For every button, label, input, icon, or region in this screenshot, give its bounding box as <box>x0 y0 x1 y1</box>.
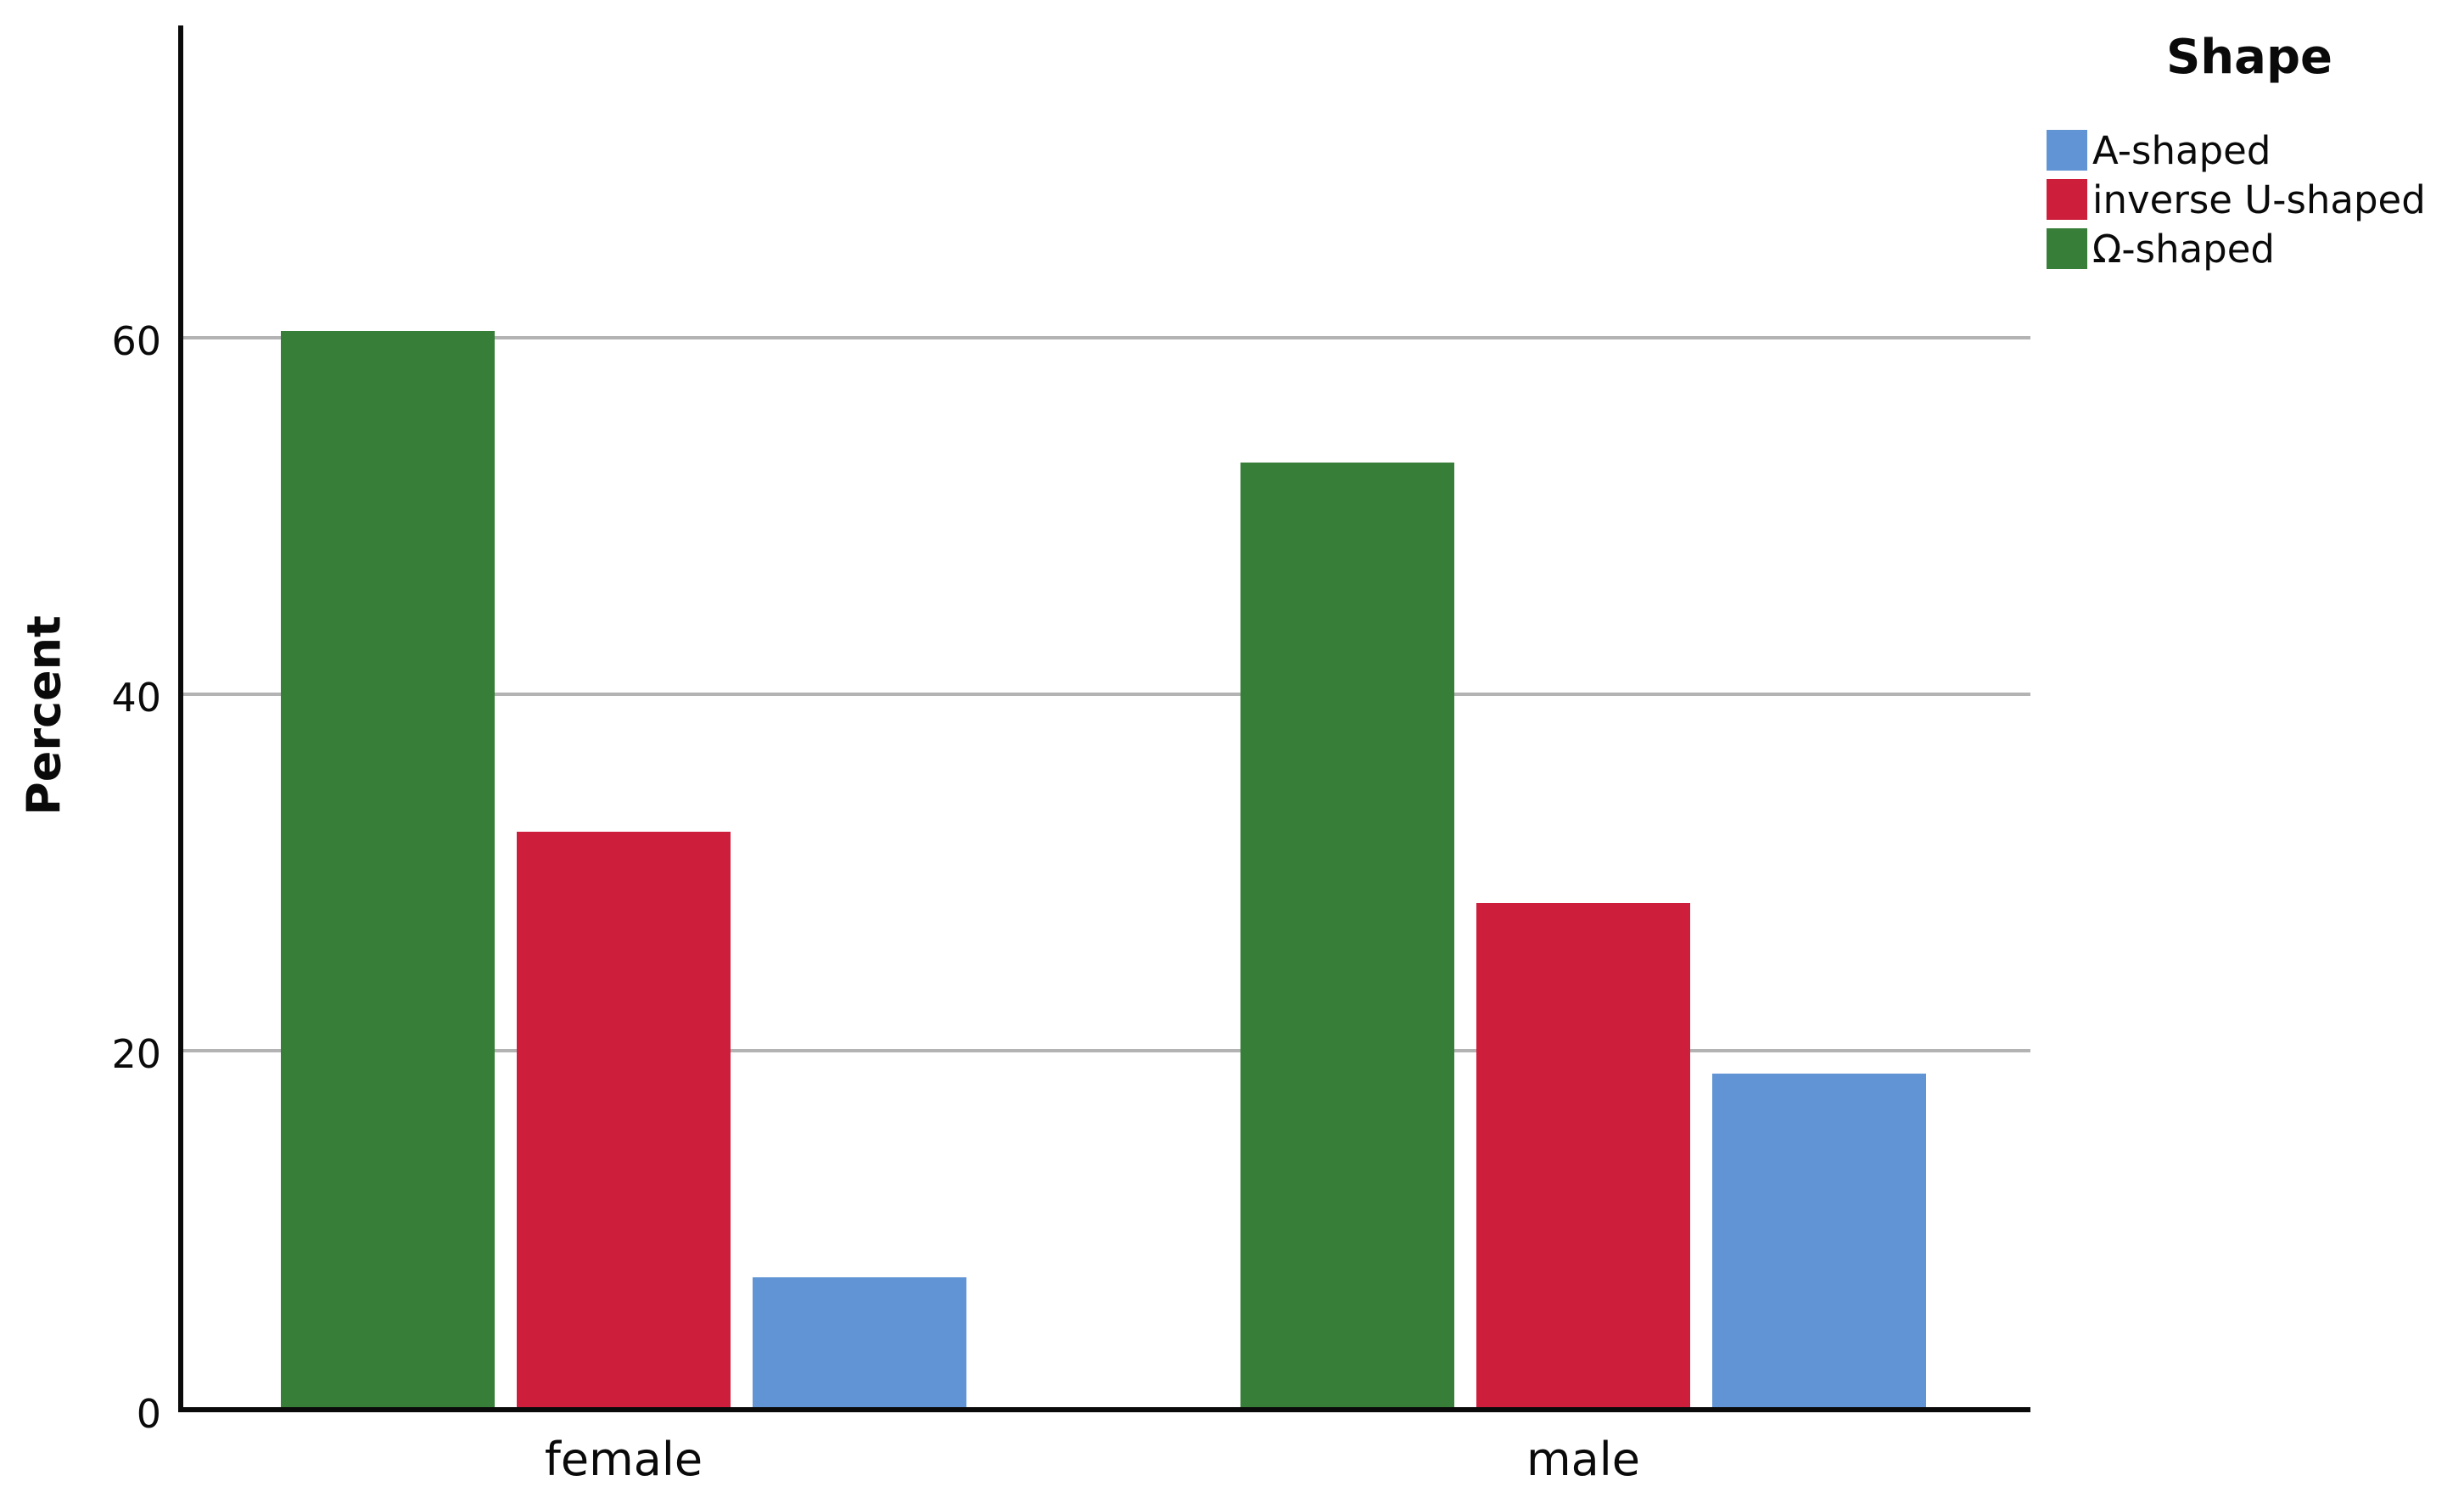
x-category-label-male: male <box>1526 1433 1640 1486</box>
bar-female-A-shaped <box>753 1277 966 1407</box>
bar-female-inverse U-shaped <box>517 832 731 1407</box>
legend: Shape A-shaped inverse U-shaped Ω-shaped <box>2035 29 2464 273</box>
bar-male-inverse U-shaped <box>1476 903 1690 1407</box>
legend-swatch-icon <box>2047 228 2087 269</box>
y-tick-label-40: 40 <box>111 675 161 721</box>
y-tick-label-20: 20 <box>111 1031 161 1077</box>
legend-item-A-shaped: A-shaped <box>2035 126 2464 175</box>
bar-male-Ω-shaped <box>1240 463 1454 1407</box>
legend-label: Ω-shaped <box>2092 226 2275 272</box>
gridline-40 <box>183 693 2030 696</box>
plot-area <box>178 25 2030 1412</box>
legend-item-inverse U-shaped: inverse U-shaped <box>2035 175 2464 224</box>
legend-items: A-shaped inverse U-shaped Ω-shaped <box>2035 126 2464 273</box>
gridline-20 <box>183 1049 2030 1052</box>
bar-male-A-shaped <box>1712 1074 1926 1407</box>
legend-title: Shape <box>2165 30 2333 85</box>
y-tick-label-0: 0 <box>136 1391 161 1437</box>
y-tick-label-60: 60 <box>111 318 161 364</box>
legend-label: A-shaped <box>2092 127 2271 173</box>
legend-swatch-icon <box>2047 130 2087 171</box>
legend-label: inverse U-shaped <box>2092 177 2426 222</box>
gridline-60 <box>183 336 2030 339</box>
legend-item-Ω-shaped: Ω-shaped <box>2035 224 2464 273</box>
legend-swatch-icon <box>2047 179 2087 220</box>
bar-female-Ω-shaped <box>281 331 495 1407</box>
x-category-label-female: female <box>544 1433 703 1486</box>
